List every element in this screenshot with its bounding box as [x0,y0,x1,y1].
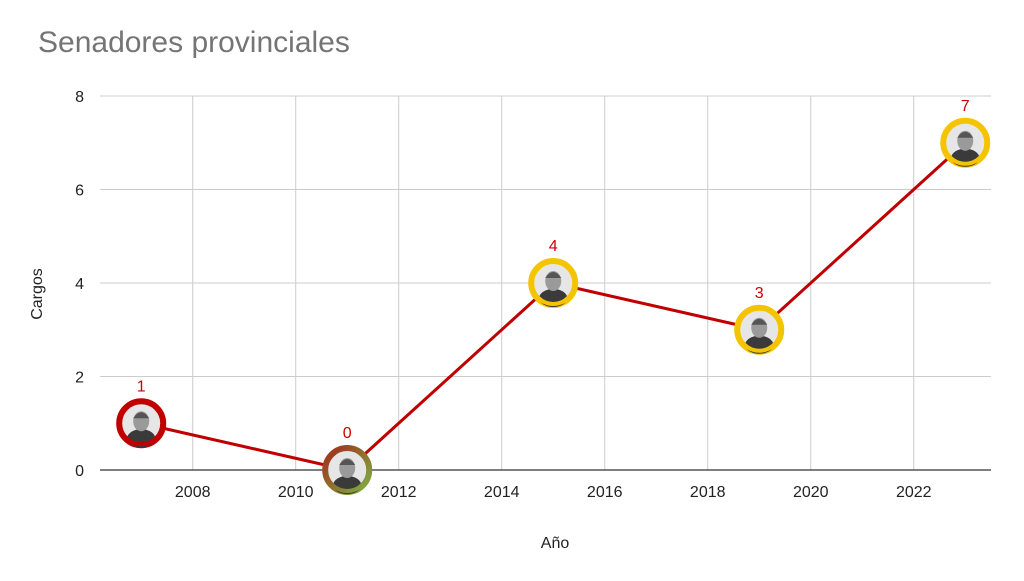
data-label: 1 [137,378,146,395]
x-axis-label: Año [541,535,570,552]
x-tick-label: 2012 [381,484,417,501]
x-tick-label: 2020 [793,484,829,501]
data-label: 0 [343,425,352,442]
x-tick-label: 2018 [690,484,726,501]
y-tick-label: 2 [75,370,84,387]
data-point-marker[interactable] [528,258,579,308]
y-tick-label: 4 [75,276,84,293]
data-point-marker[interactable] [322,445,373,495]
y-tick-label: 0 [75,463,84,480]
y-tick-label: 6 [75,183,84,200]
person-portrait-icon [328,451,367,494]
data-point-marker[interactable] [940,117,991,168]
data-label: 3 [755,285,764,302]
x-tick-label: 2010 [278,484,314,501]
chart-title: Senadores provinciales [38,26,350,59]
data-markers [116,117,991,495]
x-tick-label: 2014 [484,484,520,501]
y-axis-label: Cargos [29,268,46,320]
axes: 0 2 4 6 8 2008 2010 2012 2014 2016 2018 2020 2022 [75,89,991,501]
data-label: 4 [549,238,558,255]
x-tick-label: 2022 [896,484,932,501]
y-tick-label: 8 [75,89,84,106]
data-label: 7 [961,98,970,115]
data-labels: 1 0 4 3 7 [137,98,970,442]
data-point-marker[interactable] [116,398,167,449]
x-tick-label: 2016 [587,484,623,501]
x-tick-label: 2008 [175,484,211,501]
data-point-marker[interactable] [734,304,785,355]
